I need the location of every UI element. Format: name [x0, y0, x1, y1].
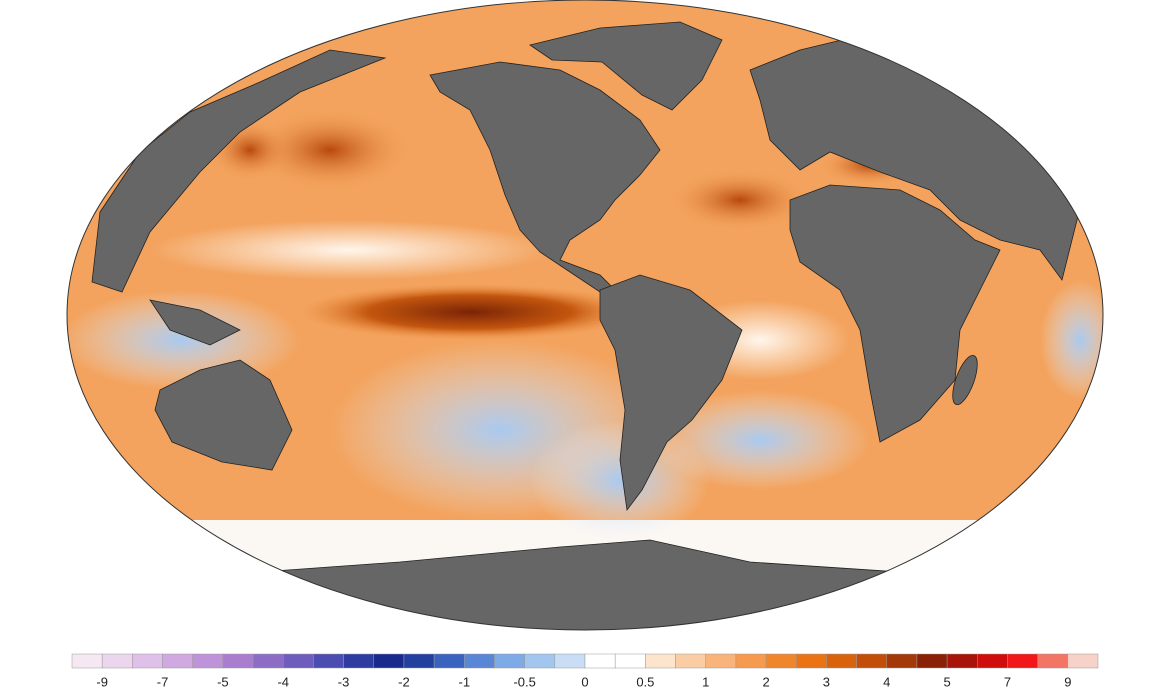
colorbar-tick-label: 5: [944, 674, 951, 689]
cool-anomaly: [650, 390, 870, 490]
maritime-continent: [149, 299, 241, 346]
colorbar-swatch: [494, 653, 525, 669]
colorbar-swatch: [1037, 653, 1069, 669]
colorbar-swatch: [252, 653, 284, 669]
colorbar-swatch: [826, 653, 857, 669]
colorbar-tick-label: -0.5: [513, 674, 535, 689]
colorbar-swatch: [705, 653, 737, 669]
north-america: [429, 61, 661, 293]
colorbar-swatch: [886, 653, 918, 669]
colorbar-swatch: [192, 653, 224, 669]
colorbar-tick-label: 3: [823, 674, 830, 689]
colorbar-swatch: [373, 653, 405, 669]
map: [67, 0, 1103, 630]
colorbar-swatch: [584, 653, 616, 669]
greenland: [529, 21, 723, 111]
colorbar: -9 -7 -5 -4 -3 -2 -1 -0.5 0 0.5 1 2 3 4 5 7 9: [71, 653, 1099, 689]
east-asia: [91, 49, 387, 293]
colorbar-swatch: [977, 653, 1008, 669]
australia: [154, 359, 293, 471]
colorbar-tick-label: -1: [459, 674, 471, 689]
map-outline: [66, 0, 1104, 631]
colorbar-swatch: [1067, 653, 1099, 669]
colorbar-swatch: [524, 653, 556, 669]
colorbar-tick-label: -3: [338, 674, 350, 689]
colorbar-tick-label: 0: [581, 674, 588, 689]
colorbar-swatch: [614, 653, 646, 669]
colorbar-swatch: [101, 653, 133, 669]
colorbar-swatch: [916, 653, 948, 669]
el-nino-band: [300, 284, 640, 340]
colorbar-swatch: [433, 653, 465, 669]
south-america: [599, 274, 743, 512]
colorbar-swatch: [313, 653, 344, 669]
colorbar-tick-label: 1: [702, 674, 709, 689]
colorbar-swatch: [282, 653, 314, 669]
colorbar-swatch: [675, 653, 706, 669]
warm-anomaly: [250, 110, 410, 190]
colorbar-tick-label: 4: [883, 674, 890, 689]
colorbar-swatch: [162, 653, 193, 669]
colorbar-swatch: [403, 653, 435, 669]
colorbar-swatch: [132, 653, 163, 669]
colorbar-tick-label: -5: [217, 674, 229, 689]
neutral-band: [150, 220, 550, 280]
colorbar-tick-label: -2: [398, 674, 410, 689]
colorbar-swatch: [343, 653, 375, 669]
africa: [789, 184, 1001, 443]
colorbar-tick-label: -4: [277, 674, 289, 689]
colorbar-swatch: [795, 653, 827, 669]
colorbar-tick-label: 0.5: [636, 674, 654, 689]
cool-anomaly: [1040, 280, 1103, 400]
warm-anomaly: [670, 170, 810, 230]
colorbar-swatch: [946, 653, 978, 669]
colorbar-tick-label: -7: [157, 674, 169, 689]
colorbar-swatch: [735, 653, 767, 669]
colorbar-swatch: [464, 653, 495, 669]
colorbar-swatch: [222, 653, 254, 669]
colorbar-swatch: [554, 653, 586, 669]
colorbar-swatch: [645, 653, 676, 669]
cool-anomaly: [67, 290, 300, 390]
colorbar-swatch: [71, 653, 103, 669]
colorbar-tick-label: -9: [96, 674, 108, 689]
colorbar-tick-label: 2: [762, 674, 769, 689]
colorbar-tick-label: 9: [1064, 674, 1071, 689]
madagascar: [952, 354, 978, 406]
colorbar-swatch: [856, 653, 888, 669]
colorbar-swatch: [1007, 653, 1038, 669]
colorbar-swatch: [765, 653, 797, 669]
colorbar-tick-label: 7: [1004, 674, 1011, 689]
